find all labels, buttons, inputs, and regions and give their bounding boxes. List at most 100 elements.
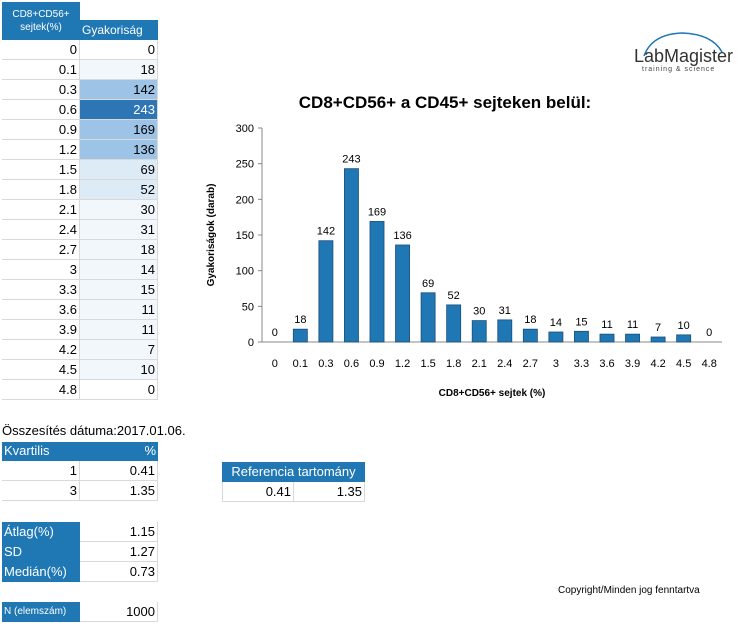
bar xyxy=(625,333,640,343)
freq-row-x: 1.8 xyxy=(2,180,80,200)
x-tick-label: 2.1 xyxy=(472,358,487,370)
y-tick-label: 150 xyxy=(236,230,254,242)
stat-label-median: Medián(%) xyxy=(2,562,80,582)
bar xyxy=(292,328,308,343)
y-tick-label: 200 xyxy=(236,194,254,206)
stat-label-mean: Átlag(%) xyxy=(2,522,80,542)
bar xyxy=(676,334,692,343)
freq-row-frequency: 0 xyxy=(80,380,158,400)
data-label: 15 xyxy=(575,316,587,328)
freq-row-frequency: 15 xyxy=(80,280,158,300)
freq-row-frequency: 11 xyxy=(80,320,158,340)
n-value: 1000 xyxy=(80,602,158,622)
freq-row-x: 3 xyxy=(2,260,80,280)
y-tick-label: 250 xyxy=(236,159,254,171)
data-label: 0 xyxy=(706,327,712,339)
x-tick-label: 2.7 xyxy=(523,358,538,370)
y-tick-label: 300 xyxy=(236,123,254,135)
quartile-header-right: % xyxy=(80,442,158,461)
freq-col1-header-line1: CD8+CD56+ xyxy=(12,9,70,20)
x-tick-label: 4.5 xyxy=(676,358,691,370)
reference-low: 0.41 xyxy=(222,482,294,502)
data-label: 7 xyxy=(655,322,661,334)
logo-arc-icon xyxy=(643,32,723,57)
freq-row-frequency: 14 xyxy=(80,260,158,280)
logo-name: LabMagister xyxy=(634,46,734,66)
freq-row-x: 4.2 xyxy=(2,340,80,360)
data-label: 169 xyxy=(368,206,386,218)
x-tick-label: 1.5 xyxy=(420,358,435,370)
bar xyxy=(318,240,334,343)
bar xyxy=(599,333,615,343)
freq-row-x: 0.6 xyxy=(2,100,80,120)
freq-row-x: 0.3 xyxy=(2,80,80,100)
x-tick-label: 0.6 xyxy=(344,358,359,370)
y-axis-title: Gyakoriságok (darab) xyxy=(206,184,217,287)
freq-col1-header: CD8+CD56+ sejtek(%) xyxy=(2,2,80,40)
reference-header: Referencia tartomány xyxy=(222,462,365,482)
stat-value-median: 0.73 xyxy=(80,562,158,582)
freq-row-frequency: 169 xyxy=(80,120,158,140)
freq-row-x: 1.2 xyxy=(2,140,80,160)
summary-date: Összesítés dátuma:2017.01.06. xyxy=(2,423,186,438)
freq-row-frequency: 142 xyxy=(80,80,158,100)
bar xyxy=(497,319,513,343)
freq-row-x: 4.5 xyxy=(2,360,80,380)
freq-row-frequency: 136 xyxy=(80,140,158,160)
x-tick-label: 3.3 xyxy=(574,358,589,370)
x-tick-label: 3.9 xyxy=(625,358,640,370)
freq-row-x: 3.3 xyxy=(2,280,80,300)
freq-col1-header-line2: sejtek(%) xyxy=(20,22,62,33)
x-tick-label: 4.2 xyxy=(650,358,665,370)
freq-row-x: 2.7 xyxy=(2,240,80,260)
data-label: 10 xyxy=(678,320,690,332)
data-label: 18 xyxy=(524,314,536,326)
freq-col2-header: Gyakoriság xyxy=(80,20,158,40)
bar xyxy=(420,292,436,343)
quartile-row-value: 0.41 xyxy=(80,461,158,481)
data-label: 52 xyxy=(448,290,460,302)
freq-row-x: 0.1 xyxy=(2,60,80,80)
bar xyxy=(446,304,462,343)
quartile-row-q: 1 xyxy=(2,461,80,481)
x-tick-label: 1.8 xyxy=(446,358,461,370)
bar xyxy=(650,336,666,343)
data-label: 142 xyxy=(317,226,335,238)
bar xyxy=(471,320,487,343)
stat-label-sd: SD xyxy=(2,542,80,562)
freq-row-frequency: 243 xyxy=(80,100,158,120)
freq-row-frequency: 69 xyxy=(80,160,158,180)
freq-row-frequency: 52 xyxy=(80,180,158,200)
bar xyxy=(574,330,589,343)
reference-high: 1.35 xyxy=(294,482,365,502)
x-tick-label: 3 xyxy=(553,358,559,370)
freq-row-frequency: 10 xyxy=(80,360,158,380)
n-label: N (elemszám) xyxy=(2,602,80,622)
copyright: Copyright/Minden jog fenntartva xyxy=(558,585,700,596)
x-tick-label: 0 xyxy=(272,358,278,370)
labmagister-logo: LabMagister training & science xyxy=(632,30,734,75)
freq-row-x: 2.4 xyxy=(2,220,80,240)
quartile-row-q: 3 xyxy=(2,481,80,501)
x-tick-label: 0.1 xyxy=(293,358,308,370)
data-label: 30 xyxy=(473,306,485,318)
data-label: 18 xyxy=(294,314,306,326)
data-label: 14 xyxy=(550,317,562,329)
freq-row-x: 0.9 xyxy=(2,120,80,140)
logo-tagline: training & science xyxy=(642,66,716,73)
freq-row-x: 4.8 xyxy=(2,380,80,400)
data-label: 69 xyxy=(422,278,434,290)
y-tick-label: 100 xyxy=(236,266,254,278)
x-tick-label: 0.3 xyxy=(318,358,333,370)
freq-row-x: 3.9 xyxy=(2,320,80,340)
freq-row-frequency: 7 xyxy=(80,340,158,360)
data-label: 11 xyxy=(601,319,612,331)
bar xyxy=(522,328,538,343)
stat-value-mean: 1.15 xyxy=(80,522,158,542)
freq-row-x: 0 xyxy=(2,40,80,60)
x-tick-label: 2.4 xyxy=(497,358,512,370)
bar xyxy=(344,168,359,343)
freq-row-frequency: 31 xyxy=(80,220,158,240)
x-tick-label: 1.2 xyxy=(395,358,410,370)
freq-row-x: 1.5 xyxy=(2,160,80,180)
